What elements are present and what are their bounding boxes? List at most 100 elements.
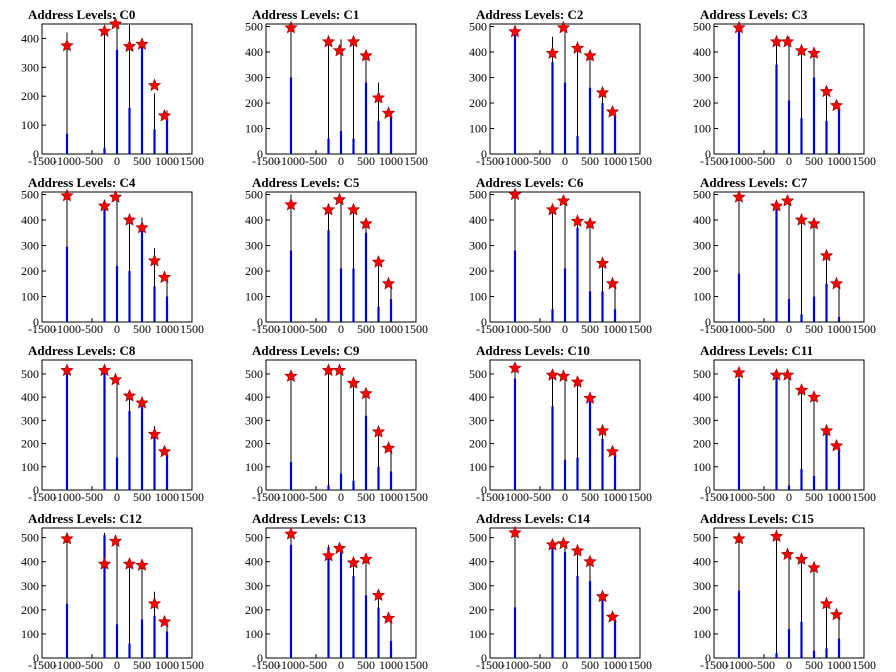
y-tick-label: 0 xyxy=(33,651,39,665)
peak-marker xyxy=(108,190,123,203)
peak-marker xyxy=(321,548,336,562)
y-tick-label: 100 xyxy=(21,627,39,641)
y-tick-label: 100 xyxy=(21,118,39,132)
subplot-title: Address Levels: C4 xyxy=(28,175,136,190)
peak-marker xyxy=(605,104,620,118)
peak-marker xyxy=(595,256,610,270)
y-tick-label: 100 xyxy=(469,627,487,641)
x-tick-label: 0 xyxy=(338,322,344,336)
peak-marker xyxy=(570,543,585,557)
peak-marker xyxy=(359,386,373,400)
subplot-title: Address Levels: C5 xyxy=(252,175,360,190)
x-tick-label: -1500 xyxy=(252,322,280,336)
x-tick-label: 500 xyxy=(133,490,151,504)
y-tick-label: 400 xyxy=(245,45,263,59)
x-tick-label: -1500 xyxy=(252,490,280,504)
subplot-title: Address Levels: C14 xyxy=(476,511,590,526)
subplot-11: Address Levels: C11 0 100 200 300 400 500 -1500… xyxy=(693,343,876,504)
y-tick-label: 200 xyxy=(245,96,263,110)
subplot-title: Address Levels: C0 xyxy=(28,7,135,22)
peak-marker xyxy=(346,376,361,389)
peak-marker xyxy=(60,531,74,545)
x-tick-label: 1000 xyxy=(827,490,851,504)
peak-marker xyxy=(346,34,361,48)
y-tick-label: 400 xyxy=(469,390,487,404)
y-tick-label: 300 xyxy=(693,71,711,85)
y-tick-label: 500 xyxy=(245,531,263,545)
y-tick-label: 300 xyxy=(693,579,711,593)
peak-marker xyxy=(794,212,809,226)
x-tick-label: 1000 xyxy=(603,490,627,504)
y-tick-label: 100 xyxy=(693,290,711,304)
y-tick-label: 300 xyxy=(693,239,711,253)
y-tick-label: 0 xyxy=(705,147,711,161)
x-tick-label: 1500 xyxy=(852,322,876,336)
peak-marker xyxy=(157,444,172,458)
subplot-13: Address Levels: C13 0 100 200 300 400 500 -1500… xyxy=(245,511,428,672)
peak-marker xyxy=(605,610,620,623)
x-tick-label: 1500 xyxy=(628,658,652,672)
peak-marker xyxy=(108,17,123,30)
x-tick-label: -1000 xyxy=(53,322,81,336)
x-tick-label: 0 xyxy=(114,322,120,336)
peak-marker xyxy=(556,369,571,382)
peak-marker xyxy=(381,611,396,624)
peak-marker xyxy=(769,34,784,48)
subplot-title: Address Levels: C12 xyxy=(28,511,142,526)
peak-marker xyxy=(583,391,597,404)
subplot-title: Address Levels: C10 xyxy=(476,343,590,358)
x-tick-label: 500 xyxy=(357,322,375,336)
y-tick-label: 500 xyxy=(693,531,711,545)
y-tick-label: 500 xyxy=(21,531,39,545)
y-tick-label: 500 xyxy=(469,531,487,545)
y-tick-label: 100 xyxy=(469,290,487,304)
y-tick-label: 100 xyxy=(245,122,263,136)
peak-marker xyxy=(284,369,298,382)
peak-marker xyxy=(794,383,809,396)
peak-marker xyxy=(807,46,821,59)
x-tick-label: -1500 xyxy=(476,154,504,168)
peak-marker xyxy=(545,202,560,216)
y-tick-label: 500 xyxy=(245,20,263,34)
peak-marker xyxy=(332,541,347,555)
x-tick-label: -1500 xyxy=(700,658,728,672)
x-tick-label: 1500 xyxy=(404,154,428,168)
y-tick-label: 0 xyxy=(33,147,39,161)
x-tick-label: 500 xyxy=(805,658,823,672)
x-tick-label: 500 xyxy=(581,658,599,672)
peak-marker xyxy=(556,20,571,34)
y-tick-label: 0 xyxy=(481,315,487,329)
x-tick-label: 0 xyxy=(786,154,792,168)
y-tick-label: 300 xyxy=(21,239,39,253)
y-tick-label: 0 xyxy=(481,483,487,497)
y-tick-label: 0 xyxy=(705,651,711,665)
x-tick-label: -1000 xyxy=(277,490,305,504)
subplot-title: Address Levels: C9 xyxy=(252,343,360,358)
x-tick-label: -500 xyxy=(305,322,327,336)
x-tick-label: -1000 xyxy=(501,490,529,504)
peak-marker xyxy=(371,425,386,438)
subplot-7: Address Levels: C70100200300400500-1500-… xyxy=(693,175,876,336)
y-tick-label: 100 xyxy=(693,627,711,641)
peak-marker xyxy=(359,216,373,230)
x-tick-label: 500 xyxy=(581,154,599,168)
peak-marker xyxy=(135,558,149,571)
y-tick-label: 0 xyxy=(481,651,487,665)
x-tick-label: 0 xyxy=(338,490,344,504)
y-tick-label: 400 xyxy=(693,213,711,227)
peak-marker xyxy=(769,529,784,543)
y-tick-label: 200 xyxy=(693,264,711,278)
peak-marker xyxy=(780,368,795,381)
peak-marker xyxy=(545,46,560,59)
peak-marker xyxy=(359,48,373,62)
peak-marker xyxy=(135,395,149,409)
y-tick-label: 300 xyxy=(469,579,487,593)
peak-marker xyxy=(147,596,162,610)
peak-marker xyxy=(780,547,795,561)
y-tick-label: 100 xyxy=(21,460,39,474)
x-tick-label: -1000 xyxy=(725,490,753,504)
y-tick-label: 200 xyxy=(469,264,487,278)
y-tick-label: 0 xyxy=(33,483,39,497)
y-tick-label: 500 xyxy=(245,188,263,202)
